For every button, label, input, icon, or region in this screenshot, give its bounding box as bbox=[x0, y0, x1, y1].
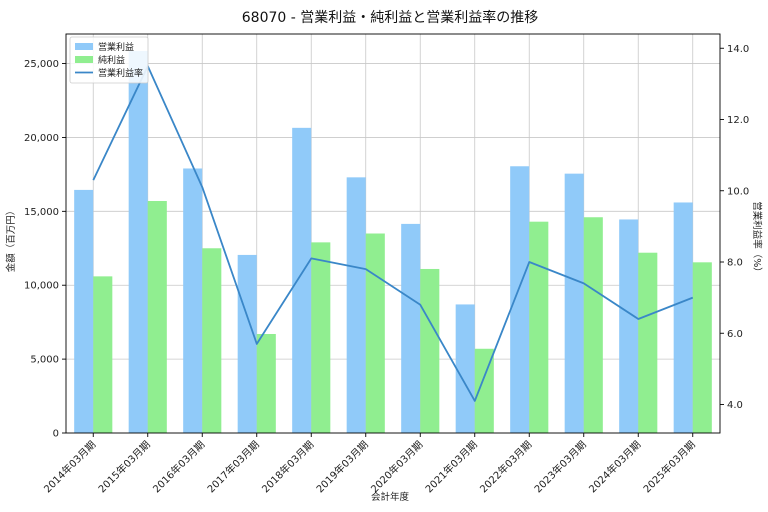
y-tick-label-2: 10,000 bbox=[24, 281, 59, 292]
bar-operating-profit-0 bbox=[74, 189, 94, 433]
bar-operating-profit-2 bbox=[183, 168, 203, 433]
y-tick-label-1: 5,000 bbox=[30, 355, 59, 366]
y-axis-title: 金額（百万円） bbox=[5, 206, 17, 273]
bar-net-profit-6 bbox=[420, 268, 440, 433]
legend-swatch-0 bbox=[75, 43, 93, 50]
bar-operating-profit-1 bbox=[128, 50, 148, 433]
legend-swatch-1 bbox=[75, 56, 93, 63]
x-tick-label-1: 2015年03月期 bbox=[95, 438, 152, 495]
bar-net-profit-1 bbox=[147, 200, 167, 433]
line-operating-margin bbox=[92, 65, 694, 402]
bar-net-profit-8 bbox=[529, 221, 549, 433]
y-tick-label-5: 25,000 bbox=[24, 59, 59, 70]
y2-tick-label-2: 8.0 bbox=[727, 258, 743, 269]
x-tick-label-4: 2018年03月期 bbox=[259, 438, 316, 495]
x-tick-label-2: 2016年03月期 bbox=[150, 438, 207, 495]
x-tick-label-8: 2022年03月期 bbox=[477, 438, 534, 495]
x-tick-label-7: 2021年03月期 bbox=[422, 438, 479, 495]
x-tick-label-6: 2020年03月期 bbox=[368, 438, 425, 495]
bar-net-profit-0 bbox=[93, 276, 113, 433]
bar-net-profit-7 bbox=[474, 348, 494, 433]
bar-operating-profit-5 bbox=[346, 177, 366, 433]
x-tick-label-5: 2019年03月期 bbox=[313, 438, 370, 495]
x-tick-label-10: 2024年03月期 bbox=[586, 438, 643, 495]
x-tick-label-9: 2023年03月期 bbox=[531, 438, 588, 495]
bar-net-profit-3 bbox=[256, 333, 276, 433]
legend-label-0: 営業利益 bbox=[98, 41, 134, 53]
x-axis-title: 会計年度 bbox=[371, 491, 410, 503]
y2-tick-label-1: 6.0 bbox=[727, 329, 743, 340]
bar-net-profit-5 bbox=[365, 233, 385, 433]
y2-tick-label-3: 10.0 bbox=[727, 186, 749, 197]
y2-axis-title: 営業利益率（%） bbox=[751, 201, 763, 277]
bar-operating-profit-10 bbox=[619, 219, 639, 433]
legend-label-1: 純利益 bbox=[98, 54, 125, 66]
x-tick-label-0: 2014年03月期 bbox=[41, 438, 98, 495]
chart-title: 68070 - 営業利益・純利益と営業利益率の推移 bbox=[242, 9, 539, 26]
y2-tick-label-0: 4.0 bbox=[727, 400, 743, 411]
y2-tick-label-5: 14.0 bbox=[727, 44, 749, 55]
bar-operating-profit-8 bbox=[510, 166, 530, 433]
bar-operating-profit-3 bbox=[237, 254, 257, 433]
bar-operating-profit-6 bbox=[401, 223, 421, 433]
bar-operating-profit-11 bbox=[673, 202, 693, 433]
x-tick-label-11: 2025年03月期 bbox=[640, 438, 697, 495]
bar-net-profit-11 bbox=[692, 262, 712, 433]
plot-frame bbox=[65, 33, 721, 434]
bar-operating-profit-9 bbox=[564, 173, 584, 433]
bar-net-profit-4 bbox=[311, 242, 331, 433]
y-tick-label-3: 15,000 bbox=[24, 207, 59, 218]
bar-operating-profit-7 bbox=[455, 304, 475, 433]
y-tick-label-0: 0 bbox=[53, 429, 59, 440]
legend-label-2: 営業利益率 bbox=[98, 67, 143, 79]
bar-net-profit-9 bbox=[583, 217, 603, 433]
bar-operating-profit-4 bbox=[292, 127, 312, 433]
x-tick-label-3: 2017年03月期 bbox=[204, 438, 261, 495]
y-tick-label-4: 20,000 bbox=[24, 133, 59, 144]
y2-tick-label-4: 12.0 bbox=[727, 115, 749, 126]
bar-net-profit-10 bbox=[638, 252, 658, 433]
bar-layer bbox=[74, 50, 712, 433]
line-layer bbox=[92, 65, 694, 402]
bar-net-profit-2 bbox=[202, 248, 222, 433]
